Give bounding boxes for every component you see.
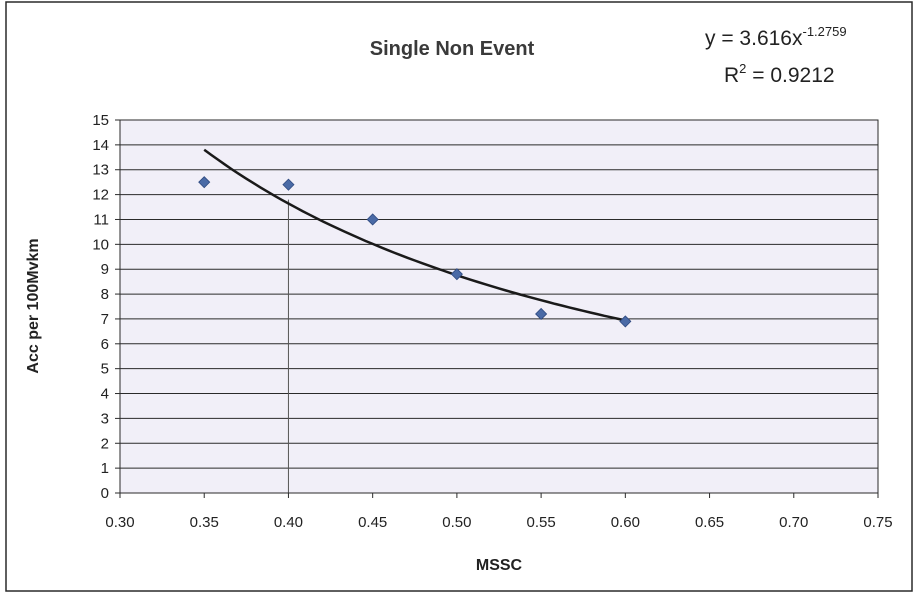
r-squared-base: R — [724, 64, 739, 87]
axes — [119, 120, 878, 494]
y-tick-label: 8 — [101, 286, 109, 303]
x-tick-label: 0.65 — [695, 514, 724, 531]
y-tick-label: 6 — [101, 336, 109, 353]
equation-base: y = 3.616x — [705, 27, 803, 50]
y-tick-label: 7 — [101, 311, 109, 328]
x-axis-label: MSSC — [476, 557, 523, 574]
y-axis-label: Acc per 100Mvkm — [25, 238, 42, 373]
data-point — [535, 307, 548, 321]
y-tick-label: 15 — [92, 112, 109, 129]
x-tick-label: 0.30 — [105, 514, 134, 531]
y-tick-label: 11 — [93, 211, 109, 228]
x-tick-label: 0.70 — [779, 514, 808, 531]
x-tick-label: 0.45 — [358, 514, 387, 531]
y-tick-label: 3 — [101, 410, 109, 427]
x-tick-label: 0.55 — [527, 514, 556, 531]
y-tick-label: 13 — [92, 162, 109, 179]
r-squared-value: = 0.9212 — [746, 64, 834, 87]
trendline-equation: y = 3.616x-1.2759 — [705, 24, 847, 50]
data-point — [366, 213, 379, 226]
x-tick-label: 0.40 — [274, 514, 303, 531]
y-tick-label: 5 — [101, 361, 109, 378]
r-squared-label: R2 = 0.9212 — [724, 61, 835, 87]
data-point — [198, 176, 211, 189]
trendline-layer — [203, 148, 626, 322]
y-tick-label: 12 — [92, 187, 109, 204]
data-point — [282, 178, 295, 191]
plot-area — [119, 119, 879, 494]
data-point — [619, 315, 632, 328]
data-points — [198, 176, 632, 328]
x-tick-label: 0.60 — [611, 514, 640, 531]
equation-exponent: -1.2759 — [802, 24, 846, 39]
x-tick-label: 0.35 — [190, 514, 219, 531]
data-point — [450, 268, 463, 281]
chart-title: Single Non Event — [370, 38, 535, 60]
x-tick-label: 0.75 — [863, 514, 892, 531]
y-tick-label: 0 — [101, 485, 109, 502]
y-tick-label: 9 — [101, 261, 109, 278]
x-tick-labels: 0.30 0.35 0.40 0.45 0.50 0.55 0.60 0.65 0.70 0.75 — [105, 514, 892, 531]
y-tick-label: 10 — [92, 236, 109, 253]
y-tick-label: 4 — [101, 386, 109, 403]
y-tick-label: 2 — [101, 435, 109, 452]
r-squared-exponent: 2 — [739, 61, 746, 76]
gridlines — [115, 119, 879, 498]
x-tick-label: 0.50 — [442, 514, 471, 531]
y-tick-label: 1 — [101, 460, 109, 477]
trendline — [203, 148, 626, 322]
y-tick-label: 14 — [92, 137, 109, 154]
